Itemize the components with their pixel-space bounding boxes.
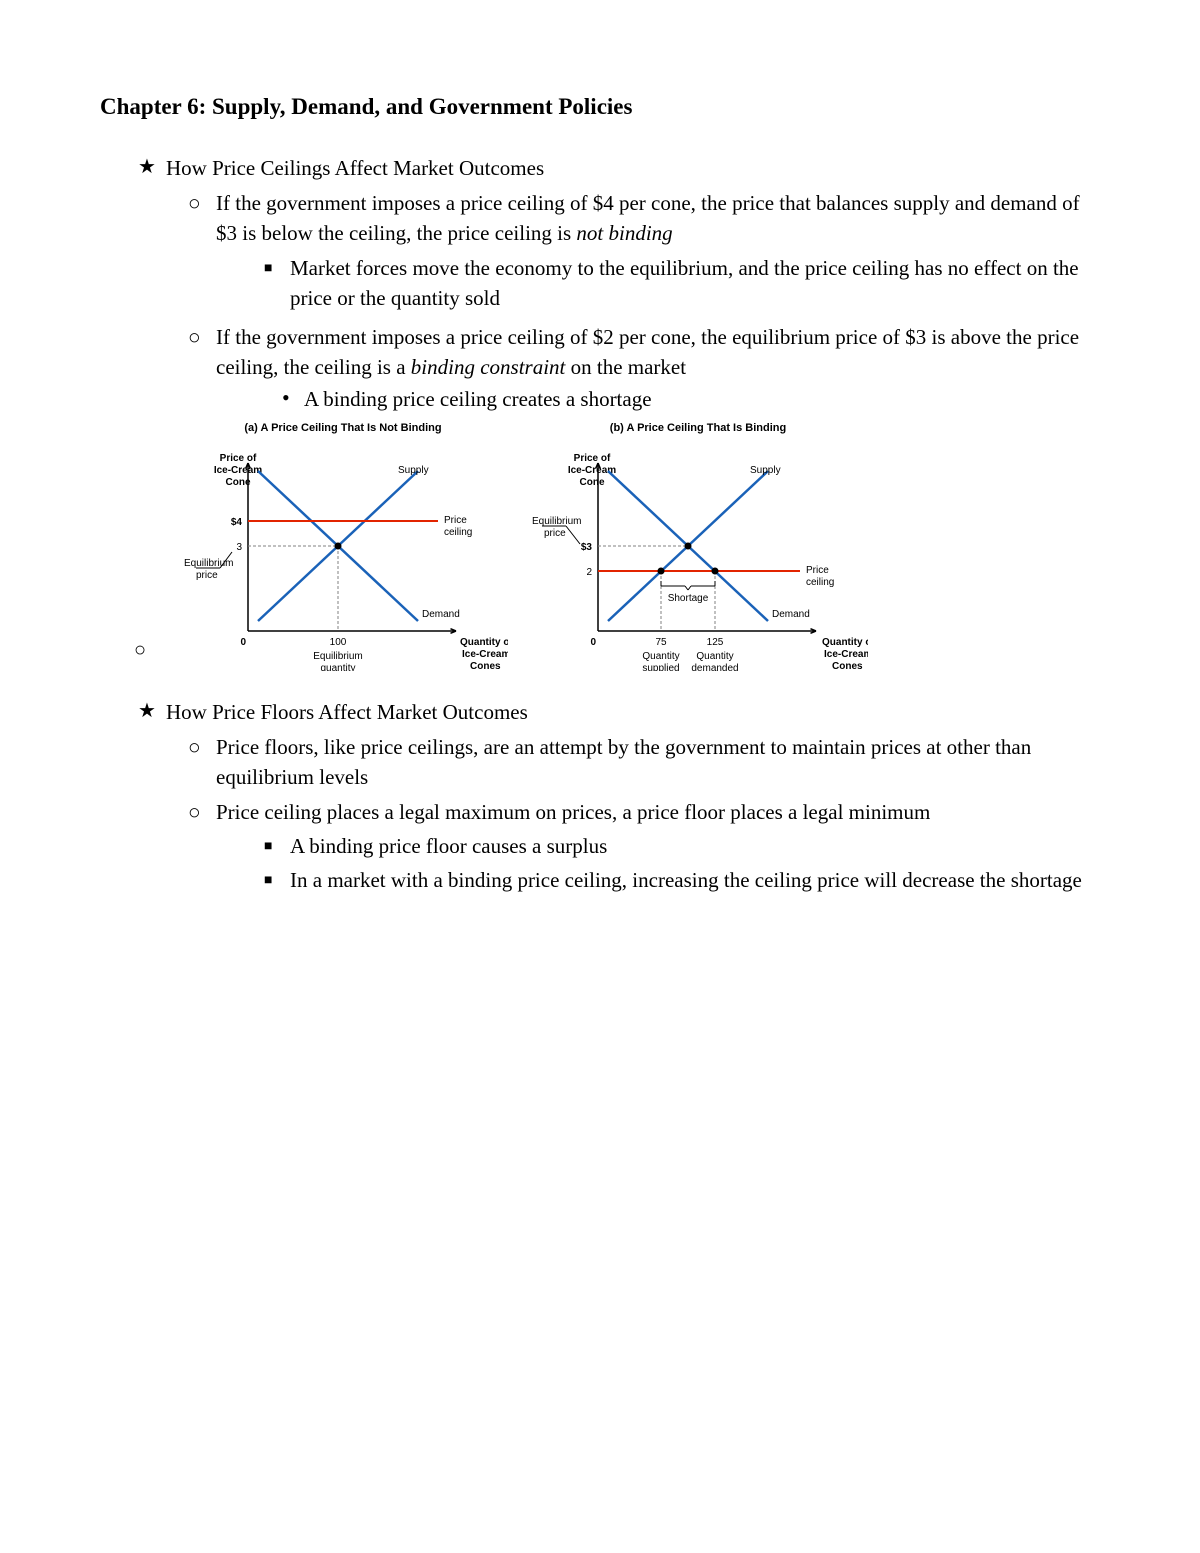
svg-text:Quantity of: Quantity of — [460, 637, 508, 648]
svg-text:Price of: Price of — [574, 453, 611, 464]
svg-text:demanded: demanded — [691, 663, 738, 671]
emphasis: not binding — [576, 221, 672, 245]
svg-text:$3: $3 — [581, 542, 593, 553]
bullet-not-binding: ○ If the government imposes a price ceil… — [188, 188, 1100, 318]
svg-text:quantity: quantity — [320, 663, 355, 671]
svg-text:Price of: Price of — [220, 453, 257, 464]
svg-text:Price: Price — [444, 515, 467, 526]
svg-text:Quantity of: Quantity of — [822, 637, 868, 648]
bullet-binding: ○ If the government imposes a price ceil… — [188, 322, 1100, 415]
svg-text:ceiling: ceiling — [806, 577, 834, 588]
figure-a: ○ (a) A Price Ceiling That Is Not Bindin… — [178, 421, 508, 679]
bullet: ○ Price floors, like price ceilings, are… — [188, 732, 1100, 793]
bullet: ○ Price ceiling places a legal maximum o… — [188, 797, 1100, 900]
circle-bullet-icon: ○ — [134, 636, 146, 665]
sub-bullet: ■ A binding price floor causes a surplus — [264, 831, 1100, 861]
svg-text:Demand: Demand — [772, 609, 810, 620]
svg-text:Supply: Supply — [750, 465, 781, 476]
svg-text:0: 0 — [240, 637, 246, 648]
circle-bullet-icon: ○ — [188, 188, 216, 318]
chart-not-binding: Price ofIce-CreamConeSupplyDemandPricece… — [178, 441, 508, 671]
svg-text:Cone: Cone — [226, 477, 251, 488]
sub-bullet: ■ In a market with a binding price ceili… — [264, 865, 1100, 895]
svg-text:75: 75 — [655, 637, 667, 648]
svg-text:Ice-Cream: Ice-Cream — [462, 649, 508, 660]
sub-bullet: • A binding price ceiling creates a shor… — [282, 384, 1100, 414]
text: Market forces move the economy to the eq… — [290, 253, 1100, 314]
section-price-floors: ★ How Price Floors Affect Market Outcome… — [138, 697, 1100, 900]
figure-b-title: (b) A Price Ceiling That Is Binding — [528, 421, 868, 437]
svg-text:$4: $4 — [231, 517, 243, 528]
circle-bullet-icon: ○ — [188, 322, 216, 415]
square-bullet-icon: ■ — [264, 253, 290, 314]
text: A binding price ceiling creates a shorta… — [304, 384, 1100, 414]
svg-text:price: price — [544, 528, 566, 539]
svg-text:Ice-Cream: Ice-Cream — [214, 465, 262, 476]
svg-text:Demand: Demand — [422, 609, 460, 620]
section-heading: How Price Floors Affect Market Outcomes — [166, 697, 1100, 727]
chart-binding: Price of Ice-Cream Cone Supply Demand Pricece… — [528, 441, 868, 671]
figure-a-title: (a) A Price Ceiling That Is Not Binding — [178, 421, 508, 437]
circle-bullet-icon: ○ — [188, 797, 216, 900]
page-title: Chapter 6: Supply, Demand, and Governmen… — [100, 90, 1100, 123]
sub-bullet: ■ Market forces move the economy to the … — [264, 253, 1100, 314]
svg-text:Equilibrium: Equilibrium — [313, 651, 362, 662]
text: Price ceiling places a legal maximum on … — [216, 800, 930, 824]
figure-b: (b) A Price Ceiling That Is Binding Pric… — [528, 421, 868, 679]
svg-text:2: 2 — [586, 567, 592, 578]
svg-text:0: 0 — [590, 637, 596, 648]
svg-text:Equilibrium: Equilibrium — [532, 516, 581, 527]
section-price-ceilings: ★ How Price Ceilings Affect Market Outco… — [138, 153, 1100, 679]
circle-bullet-icon: ○ — [188, 732, 216, 793]
svg-text:Cone: Cone — [580, 477, 605, 488]
text: on the market — [565, 355, 686, 379]
text: A binding price floor causes a surplus — [290, 831, 1100, 861]
svg-text:3: 3 — [236, 542, 242, 553]
svg-text:Price: Price — [806, 565, 829, 576]
dot-bullet-icon: • — [282, 384, 304, 414]
emphasis: binding constraint — [411, 355, 566, 379]
svg-text:Supply: Supply — [398, 465, 429, 476]
svg-text:Cones: Cones — [832, 661, 863, 671]
svg-text:100: 100 — [330, 637, 347, 648]
svg-text:Quantity: Quantity — [642, 651, 679, 662]
star-icon: ★ — [138, 697, 166, 727]
svg-text:ceiling: ceiling — [444, 527, 472, 538]
svg-text:Quantity: Quantity — [696, 651, 733, 662]
square-bullet-icon: ■ — [264, 865, 290, 895]
svg-text:Equilibrium: Equilibrium — [184, 558, 233, 569]
text: Price floors, like price ceilings, are a… — [216, 732, 1100, 793]
section-heading: How Price Ceilings Affect Market Outcome… — [166, 153, 1100, 183]
svg-text:Cones: Cones — [470, 661, 501, 671]
svg-text:Shortage: Shortage — [668, 593, 709, 604]
svg-text:supplied: supplied — [642, 663, 679, 671]
text: In a market with a binding price ceiling… — [290, 865, 1100, 895]
star-icon: ★ — [138, 153, 166, 183]
square-bullet-icon: ■ — [264, 831, 290, 861]
svg-text:price: price — [196, 570, 218, 581]
svg-text:Ice-Cream: Ice-Cream — [824, 649, 868, 660]
svg-text:125: 125 — [707, 637, 724, 648]
